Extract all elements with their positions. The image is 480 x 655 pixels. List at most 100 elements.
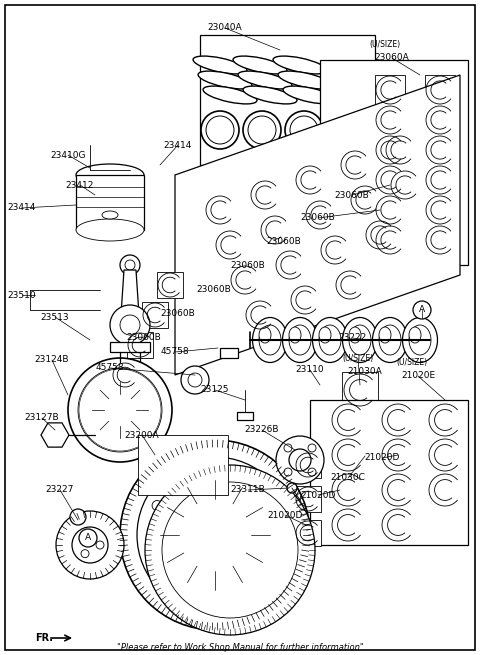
Polygon shape (320, 60, 468, 265)
Ellipse shape (203, 86, 257, 104)
Bar (425, 164, 456, 195)
Circle shape (120, 255, 140, 275)
Text: FR.: FR. (35, 633, 53, 643)
Text: A: A (419, 305, 425, 314)
Circle shape (70, 509, 86, 525)
Text: 23060B: 23060B (266, 238, 301, 246)
Circle shape (162, 482, 298, 618)
Circle shape (110, 305, 150, 345)
Ellipse shape (290, 116, 318, 144)
Circle shape (68, 358, 172, 462)
Polygon shape (121, 270, 139, 315)
Circle shape (82, 372, 158, 448)
Bar (76, 175, 144, 230)
Circle shape (72, 527, 108, 563)
Circle shape (308, 444, 316, 452)
Circle shape (120, 440, 310, 630)
Bar (237, 412, 253, 420)
Text: 23227: 23227 (46, 485, 74, 495)
Bar (295, 520, 321, 546)
Ellipse shape (76, 164, 144, 186)
Ellipse shape (102, 211, 118, 219)
Ellipse shape (201, 111, 239, 149)
Text: 21020D: 21020D (300, 491, 336, 500)
Bar (127, 332, 153, 358)
Circle shape (79, 529, 97, 547)
Text: 23040A: 23040A (208, 24, 242, 33)
Text: (U/SIZE): (U/SIZE) (396, 358, 428, 367)
Polygon shape (175, 75, 460, 375)
Bar (374, 105, 406, 136)
Polygon shape (41, 423, 69, 447)
Circle shape (96, 541, 104, 549)
Ellipse shape (283, 318, 317, 362)
Text: 45758: 45758 (161, 348, 189, 356)
Circle shape (137, 457, 293, 613)
Text: 23200A: 23200A (125, 430, 159, 440)
Text: 23060B: 23060B (300, 214, 336, 223)
Ellipse shape (238, 71, 292, 89)
Polygon shape (310, 400, 468, 545)
Circle shape (287, 483, 297, 493)
Bar (200, 35, 375, 165)
Bar (425, 105, 456, 136)
Ellipse shape (233, 56, 287, 74)
Text: 23412: 23412 (66, 181, 94, 189)
Bar (374, 195, 406, 225)
Ellipse shape (243, 86, 297, 104)
Bar (142, 302, 168, 328)
Circle shape (248, 582, 258, 593)
Ellipse shape (349, 325, 371, 355)
Circle shape (188, 373, 202, 387)
Bar (374, 225, 406, 255)
Text: 23311B: 23311B (230, 485, 265, 495)
Bar (295, 452, 321, 478)
Bar (112, 362, 138, 388)
Circle shape (197, 517, 233, 553)
Ellipse shape (259, 325, 281, 355)
Circle shape (308, 468, 316, 476)
Ellipse shape (289, 325, 311, 355)
Circle shape (145, 465, 315, 635)
Bar (425, 75, 456, 105)
Circle shape (284, 468, 292, 476)
Circle shape (251, 479, 261, 489)
Text: 23414: 23414 (8, 204, 36, 212)
Ellipse shape (243, 111, 281, 149)
Text: 23110: 23110 (296, 365, 324, 375)
Bar (374, 164, 406, 195)
Ellipse shape (285, 111, 323, 149)
Text: 23222: 23222 (338, 333, 366, 343)
Ellipse shape (319, 327, 331, 343)
Circle shape (276, 436, 324, 484)
Text: "Please refer to Work Shop Manual for further information": "Please refer to Work Shop Manual for fu… (117, 643, 363, 652)
Circle shape (120, 315, 140, 335)
Circle shape (289, 449, 311, 471)
Text: 23060B: 23060B (161, 310, 195, 318)
Circle shape (193, 593, 203, 603)
Circle shape (56, 511, 124, 579)
Text: 21020E: 21020E (401, 371, 435, 381)
Bar (157, 272, 183, 298)
Bar (220, 348, 238, 358)
Circle shape (275, 530, 285, 540)
Text: 21030A: 21030A (348, 367, 383, 377)
Circle shape (180, 500, 250, 570)
Ellipse shape (198, 71, 252, 89)
Ellipse shape (252, 318, 288, 362)
Ellipse shape (403, 318, 437, 362)
Text: 21030C: 21030C (331, 474, 365, 483)
Ellipse shape (409, 327, 421, 343)
Text: 23060B: 23060B (230, 261, 265, 269)
Circle shape (151, 557, 161, 567)
Circle shape (160, 480, 270, 590)
Ellipse shape (259, 327, 271, 343)
Circle shape (284, 444, 292, 452)
Text: 23513: 23513 (41, 312, 69, 322)
Ellipse shape (76, 219, 144, 241)
Bar (110, 342, 150, 352)
Text: 23060B: 23060B (127, 333, 161, 343)
Circle shape (92, 382, 148, 438)
Bar (374, 75, 406, 105)
Ellipse shape (349, 327, 361, 343)
